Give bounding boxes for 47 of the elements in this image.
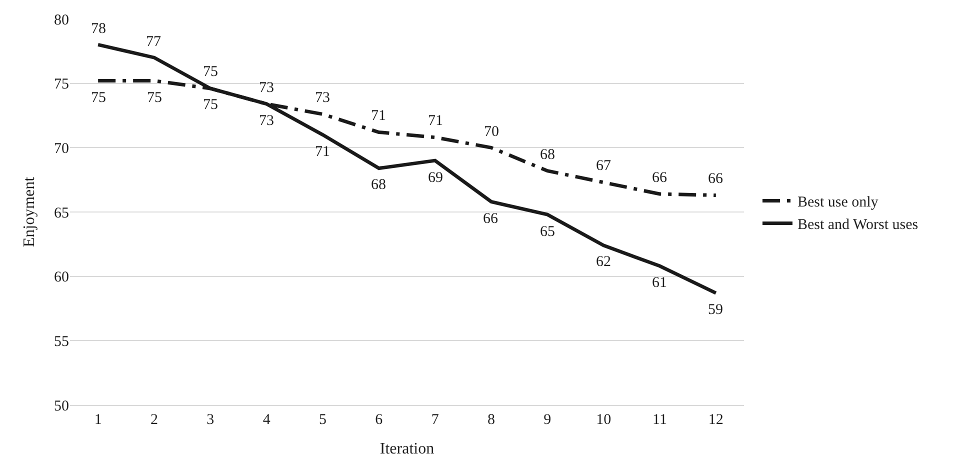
x-tick-label: 4 [262, 412, 271, 428]
data-label: 66 [652, 170, 668, 186]
data-label: 71 [315, 144, 330, 160]
x-tick-label: 3 [206, 412, 214, 428]
y-tick-label: 50 [54, 398, 69, 414]
x-tick-label: 11 [652, 412, 667, 428]
data-label: 66 [708, 171, 724, 187]
x-axis-title: Iteration [380, 440, 434, 458]
y-tick-label: 80 [54, 12, 69, 28]
data-label: 66 [483, 211, 498, 227]
data-label: 71 [371, 108, 386, 124]
data-label: 59 [708, 302, 723, 318]
data-label: 75 [203, 97, 218, 113]
x-tick-label: 9 [544, 412, 552, 428]
data-label: 78 [91, 21, 106, 37]
data-label: 61 [652, 275, 667, 291]
y-tick-label: 70 [54, 140, 69, 157]
x-tick-label: 10 [596, 412, 612, 428]
x-tick-label: 5 [319, 412, 326, 428]
data-label: 75 [203, 64, 218, 80]
y-axis-title: Enjoyment [20, 176, 38, 248]
data-label: 68 [540, 147, 555, 163]
data-label: 73 [259, 80, 274, 96]
data-label: 73 [315, 90, 330, 106]
data-label: 77 [146, 34, 162, 50]
data-label: 69 [428, 170, 443, 186]
data-label: 68 [371, 177, 386, 193]
legend-label: Best use only [797, 194, 879, 211]
x-tick-label: 8 [488, 412, 495, 428]
x-tick-label: 7 [431, 412, 440, 428]
x-tick-label: 6 [375, 412, 384, 428]
data-label: 75 [91, 90, 106, 106]
y-tick-label: 75 [54, 76, 69, 93]
data-label: 67 [596, 158, 612, 174]
legend-label: Best and Worst uses [797, 217, 918, 234]
y-tick-label: 60 [54, 270, 69, 286]
y-tick-label: 65 [54, 205, 69, 222]
data-label: 71 [428, 113, 443, 129]
data-label: 65 [540, 224, 555, 240]
data-label: 73 [259, 113, 274, 129]
x-tick-label: 12 [708, 412, 724, 428]
data-label: 62 [596, 254, 611, 270]
data-label: 70 [484, 124, 499, 140]
y-tick-label: 55 [54, 334, 69, 350]
x-tick-label: 2 [150, 412, 158, 428]
data-label: 75 [147, 90, 162, 106]
x-tick-label: 1 [94, 412, 102, 428]
